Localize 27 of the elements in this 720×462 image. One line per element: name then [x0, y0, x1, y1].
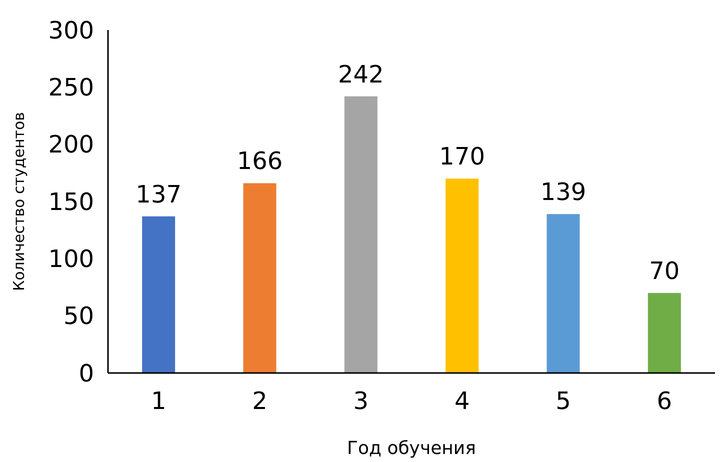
bar: [546, 214, 580, 373]
data-label: 166: [236, 147, 283, 176]
y-tick-label: 100: [48, 245, 94, 274]
x-tick-label: 6: [656, 387, 672, 415]
y-tick-label: 50: [63, 302, 94, 330]
x-axis-title: Год обучения: [347, 438, 476, 459]
y-tick-label: 250: [48, 74, 94, 102]
x-tick-label: 5: [556, 387, 571, 415]
y-tick-label: 200: [48, 130, 94, 159]
bar: [142, 216, 176, 373]
bar: [648, 292, 681, 373]
data-label: 242: [338, 60, 384, 88]
y-tick-label: 150: [48, 188, 94, 216]
data-label: 139: [540, 178, 586, 206]
x-tick-label: 2: [252, 387, 268, 415]
data-label: 137: [136, 180, 182, 208]
x-tick-label: 1: [150, 387, 166, 415]
bar: [446, 178, 479, 373]
y-axis-title: Количество студентов: [10, 112, 28, 292]
y-tick-label: 0: [78, 359, 94, 388]
data-label: 170: [439, 142, 485, 171]
data-label: 70: [649, 256, 680, 285]
x-tick-label: 4: [454, 387, 470, 415]
bar: [243, 183, 276, 373]
bar: [344, 96, 378, 373]
x-tick-label: 3: [353, 387, 369, 415]
y-tick-label: 300: [48, 16, 94, 44]
